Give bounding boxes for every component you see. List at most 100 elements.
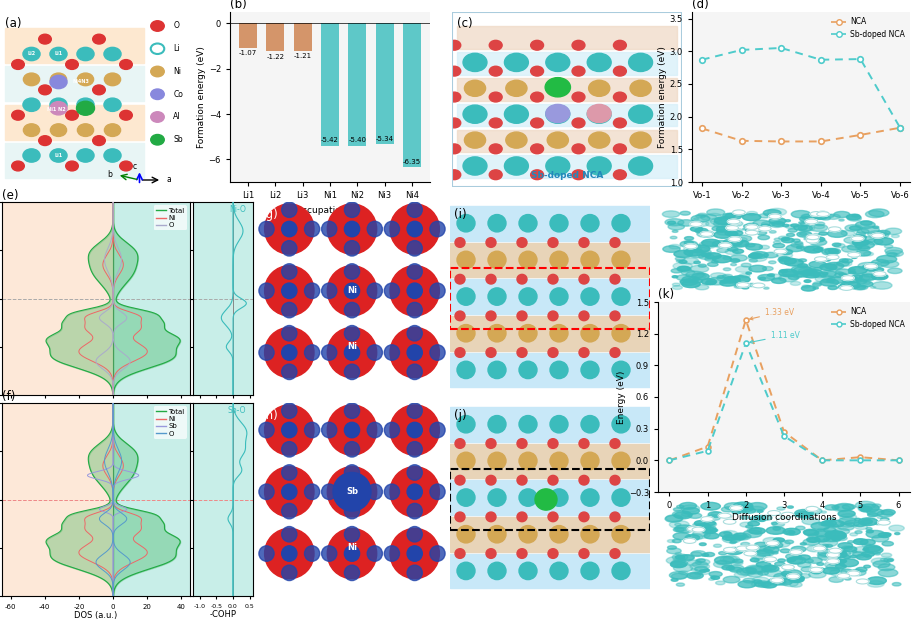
Circle shape bbox=[151, 134, 165, 145]
Bar bbox=[450, 206, 650, 241]
Circle shape bbox=[888, 253, 897, 256]
Circle shape bbox=[733, 240, 747, 246]
Circle shape bbox=[407, 202, 423, 217]
Circle shape bbox=[785, 220, 791, 222]
Circle shape bbox=[344, 422, 360, 438]
Circle shape bbox=[517, 274, 527, 284]
Circle shape bbox=[839, 274, 845, 276]
Circle shape bbox=[550, 562, 568, 579]
Circle shape bbox=[694, 218, 699, 220]
Circle shape bbox=[826, 279, 834, 282]
Circle shape bbox=[781, 571, 792, 576]
Circle shape bbox=[748, 254, 759, 258]
Circle shape bbox=[855, 518, 861, 521]
Circle shape bbox=[465, 80, 486, 97]
Circle shape bbox=[704, 533, 719, 539]
Circle shape bbox=[792, 239, 800, 242]
Circle shape bbox=[880, 558, 888, 561]
Circle shape bbox=[791, 547, 806, 552]
Circle shape bbox=[862, 521, 871, 524]
Circle shape bbox=[550, 251, 568, 269]
Circle shape bbox=[714, 220, 731, 227]
Circle shape bbox=[725, 547, 743, 555]
Circle shape bbox=[716, 581, 725, 585]
Bar bbox=[113, 202, 190, 395]
Circle shape bbox=[830, 569, 847, 576]
Circle shape bbox=[837, 261, 852, 267]
Circle shape bbox=[690, 563, 709, 570]
Circle shape bbox=[876, 233, 888, 238]
Circle shape bbox=[519, 251, 537, 269]
Circle shape bbox=[746, 545, 759, 550]
Circle shape bbox=[666, 556, 685, 565]
Text: Al: Al bbox=[433, 514, 442, 523]
Circle shape bbox=[730, 254, 748, 261]
Circle shape bbox=[517, 475, 527, 485]
Circle shape bbox=[856, 221, 875, 228]
Circle shape bbox=[811, 522, 830, 530]
Circle shape bbox=[282, 222, 296, 236]
Circle shape bbox=[720, 280, 728, 283]
Circle shape bbox=[742, 508, 756, 513]
Circle shape bbox=[488, 251, 506, 269]
Circle shape bbox=[264, 327, 314, 378]
Circle shape bbox=[680, 241, 697, 248]
Circle shape bbox=[829, 548, 842, 553]
Circle shape bbox=[517, 311, 527, 321]
Circle shape bbox=[820, 279, 839, 286]
Circle shape bbox=[852, 550, 857, 553]
Legend: Total, Ni, Sb, O: Total, Ni, Sb, O bbox=[154, 407, 187, 439]
Circle shape bbox=[781, 513, 792, 517]
Circle shape bbox=[866, 547, 883, 553]
Circle shape bbox=[547, 132, 568, 148]
Circle shape bbox=[120, 110, 133, 120]
Circle shape bbox=[673, 511, 691, 518]
Bar bbox=[321, 24, 339, 146]
Circle shape bbox=[717, 218, 723, 220]
Circle shape bbox=[682, 513, 692, 516]
Circle shape bbox=[802, 285, 810, 288]
Circle shape bbox=[691, 552, 702, 556]
Circle shape bbox=[872, 504, 881, 508]
Circle shape bbox=[282, 364, 296, 379]
Circle shape bbox=[572, 144, 585, 154]
Circle shape bbox=[519, 288, 537, 305]
Circle shape bbox=[328, 266, 377, 316]
Circle shape bbox=[878, 564, 895, 571]
Circle shape bbox=[848, 271, 856, 274]
Circle shape bbox=[864, 545, 881, 552]
Circle shape bbox=[807, 558, 823, 563]
Circle shape bbox=[764, 557, 777, 562]
Circle shape bbox=[855, 241, 875, 249]
Text: -5.34: -5.34 bbox=[376, 136, 393, 142]
Circle shape bbox=[832, 524, 838, 527]
Circle shape bbox=[856, 250, 871, 256]
Circle shape bbox=[259, 345, 274, 360]
Text: Sb: Sb bbox=[173, 135, 183, 144]
Circle shape bbox=[572, 40, 585, 50]
Circle shape bbox=[866, 210, 884, 218]
Circle shape bbox=[282, 345, 296, 360]
Circle shape bbox=[789, 275, 799, 280]
Circle shape bbox=[612, 288, 630, 305]
Circle shape bbox=[857, 281, 873, 287]
Circle shape bbox=[833, 504, 850, 511]
Circle shape bbox=[719, 243, 732, 248]
Circle shape bbox=[548, 274, 558, 284]
Circle shape bbox=[718, 552, 727, 555]
Bar bbox=[5, 66, 144, 102]
Circle shape bbox=[826, 214, 840, 219]
Circle shape bbox=[835, 565, 846, 569]
Circle shape bbox=[430, 546, 445, 561]
Circle shape bbox=[777, 507, 785, 510]
Circle shape bbox=[748, 503, 767, 510]
Circle shape bbox=[748, 571, 763, 577]
Circle shape bbox=[367, 422, 382, 438]
Circle shape bbox=[867, 577, 887, 584]
Circle shape bbox=[344, 465, 360, 480]
X-axis label: DOS (a.u.): DOS (a.u.) bbox=[74, 611, 118, 619]
Circle shape bbox=[821, 275, 826, 277]
Circle shape bbox=[259, 222, 274, 236]
Circle shape bbox=[830, 551, 847, 558]
Y-axis label: Formation energy (eV): Formation energy (eV) bbox=[658, 46, 667, 148]
